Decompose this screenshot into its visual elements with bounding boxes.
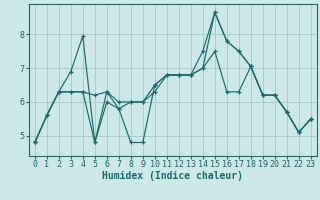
X-axis label: Humidex (Indice chaleur): Humidex (Indice chaleur) [102,171,243,181]
